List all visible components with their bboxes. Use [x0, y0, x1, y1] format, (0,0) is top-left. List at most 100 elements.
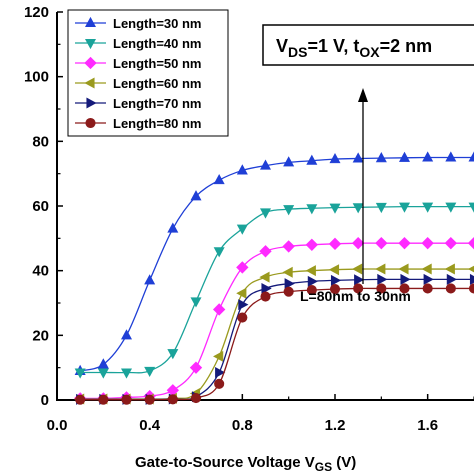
condition-v: V	[276, 36, 288, 56]
legend-label: Length=60 nm	[113, 76, 202, 91]
series-line	[80, 205, 474, 374]
series-4	[74, 263, 474, 405]
data-point	[236, 261, 249, 274]
legend-marker	[86, 97, 97, 109]
data-point	[351, 237, 365, 250]
data-point	[215, 367, 226, 379]
condition-ds-subscript: DS	[288, 44, 307, 60]
data-point	[190, 190, 202, 201]
condition-end: =2 nm	[380, 36, 433, 56]
data-point	[352, 203, 364, 214]
data-point	[259, 208, 272, 219]
data-point	[98, 394, 109, 405]
series-line	[80, 278, 474, 401]
data-point	[259, 159, 272, 170]
trend-arrow-label: L=80nm to 30nm	[300, 288, 411, 304]
y-tick-label: 100	[24, 69, 49, 86]
trend-arrow-head	[358, 88, 368, 102]
series-3	[73, 237, 474, 405]
data-point	[445, 283, 456, 294]
y-tick-label: 20	[32, 327, 49, 344]
data-point	[261, 282, 272, 294]
legend-marker	[85, 117, 96, 129]
y-tick-label: 40	[32, 263, 49, 280]
data-point	[468, 151, 474, 162]
data-point	[329, 203, 341, 214]
data-point	[120, 368, 133, 379]
series-1	[74, 151, 474, 375]
data-point	[468, 283, 474, 294]
data-point	[375, 237, 388, 250]
legend-item: Length=70 nm	[75, 96, 202, 111]
data-point	[74, 368, 86, 379]
legend-marker	[84, 16, 97, 28]
data-point	[422, 151, 434, 162]
data-point	[167, 394, 178, 405]
data-point	[467, 265, 474, 273]
data-point	[423, 273, 434, 285]
x-axis-title-unit: (V)	[332, 454, 356, 471]
x-axis-title: Gate-to-Source Voltage VGS (V)	[135, 454, 356, 474]
data-point	[329, 284, 341, 295]
data-point	[422, 202, 434, 213]
data-point	[444, 263, 455, 275]
legend-label: Length=80 nm	[113, 116, 202, 131]
condition-ox-subscript: OX	[359, 44, 380, 60]
series-line	[80, 242, 474, 400]
legend-label: Length=50 nm	[113, 56, 202, 71]
data-point	[236, 287, 247, 299]
data-point	[306, 154, 318, 165]
x-tick-label: 1.2	[325, 417, 346, 434]
x-tick-label: 1.6	[417, 417, 438, 434]
data-point	[212, 303, 226, 316]
x-tick-label: 0.4	[139, 417, 161, 434]
data-point	[398, 202, 411, 213]
data-point	[446, 273, 457, 285]
data-point	[213, 247, 225, 258]
data-point	[283, 205, 295, 216]
data-point	[467, 237, 474, 250]
legend-item: Length=80 nm	[75, 116, 202, 131]
data-point	[121, 394, 132, 405]
x-axis-title-subscript: GS	[315, 460, 332, 474]
data-point	[422, 283, 433, 294]
data-point	[282, 240, 295, 253]
data-point	[214, 378, 225, 389]
data-point	[237, 312, 248, 323]
data-point	[421, 263, 432, 275]
data-point	[167, 349, 179, 360]
data-point	[75, 394, 86, 405]
data-point	[97, 368, 109, 379]
legend-item: Length=30 nm	[75, 16, 202, 31]
y-tick-label: 120	[24, 4, 49, 21]
data-point	[306, 285, 317, 296]
data-point	[400, 273, 411, 285]
data-point	[283, 156, 295, 167]
data-point	[306, 204, 318, 215]
condition-text: VDS=1 V, tOX=2 nm	[276, 36, 432, 60]
data-point	[284, 278, 295, 290]
legend-label: Length=70 nm	[113, 96, 202, 111]
data-point	[330, 274, 342, 286]
y-tick-label: 0	[41, 392, 49, 409]
data-point	[328, 264, 340, 276]
data-point	[190, 297, 202, 308]
data-point	[144, 274, 156, 285]
series-layer	[73, 151, 474, 405]
data-point	[236, 164, 248, 175]
data-point	[399, 283, 410, 294]
x-axis-title-main: Gate-to-Source Voltage V	[135, 454, 315, 471]
series-2	[74, 202, 474, 379]
data-point	[398, 151, 411, 162]
data-point	[213, 350, 224, 362]
data-point	[97, 358, 109, 369]
data-point	[328, 237, 342, 251]
legend-item: Length=40 nm	[75, 36, 202, 51]
data-point	[398, 237, 411, 250]
condition-annotation: VDS=1 V, tOX=2 nm	[262, 24, 474, 66]
legend-marker	[84, 77, 95, 89]
data-point	[377, 273, 388, 285]
legend-item: Length=50 nm	[75, 56, 202, 71]
series-6	[75, 283, 474, 405]
